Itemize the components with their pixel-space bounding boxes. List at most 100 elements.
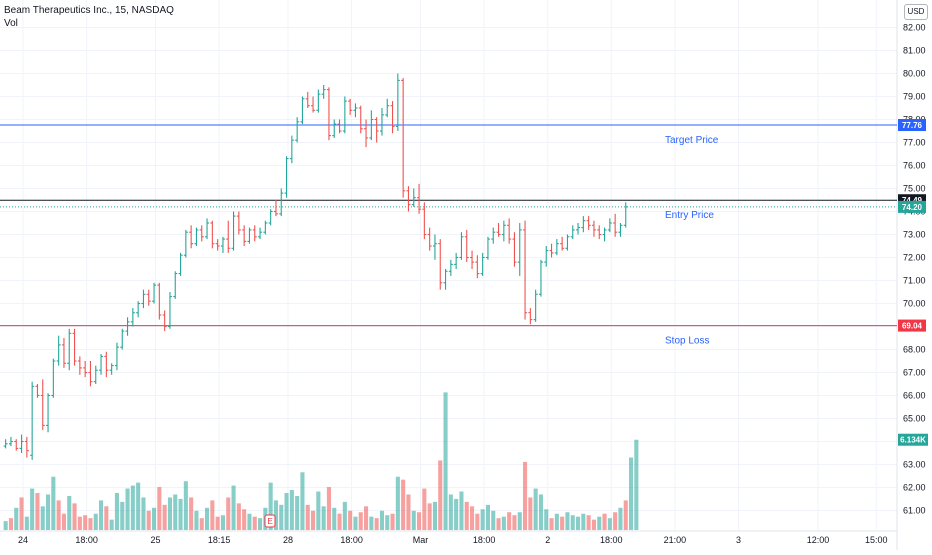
volume-bar [226,497,231,530]
volume-bar [517,512,522,530]
ohlc-bar [316,89,321,113]
x-tick-label: 25 [150,535,160,545]
y-tick-label: 80.00 [903,69,926,79]
ohlc-bar [141,289,146,309]
volume-bar [491,510,496,530]
last-price-tag [898,200,926,213]
ohlc-bar [83,361,88,378]
ohlc-bar [576,223,581,235]
volume-bar [56,500,61,530]
ohlc-bar [247,227,252,244]
ohlc-bar [507,218,512,244]
level-price-tag-label: 74.49 [902,196,923,205]
x-tick-label: Mar [413,535,429,545]
ohlc-bar [459,232,464,260]
ohlc-bar [194,227,199,246]
volume-bar [167,497,172,530]
volume-bar [432,501,437,530]
volume-bar [507,512,512,530]
ohlc-bar [136,301,141,318]
volume-bar [236,503,241,530]
volume-bar [183,481,188,530]
volume-bar [411,510,416,530]
volume-bar [496,518,501,530]
volume-bar [385,515,390,530]
x-tick-label: 24 [18,535,28,545]
ohlc-bar [279,188,284,217]
volume-bar [247,513,252,530]
y-tick-label: 66.00 [903,391,926,401]
y-tick-label: 67.00 [903,368,926,378]
ohlc-bar [46,393,51,433]
price-series [3,73,628,460]
ohlc-bar [401,78,406,198]
volume-bar [364,506,369,530]
volume-legend: Vol [4,18,18,29]
ohlc-bar [342,96,347,134]
volume-bar [268,482,273,530]
ohlc-bar [326,87,331,141]
volume-bar [528,497,533,530]
volume-bar [475,513,480,530]
ohlc-bar [512,232,517,267]
ohlc-bar [295,117,300,143]
ohlc-bar [215,239,220,251]
y-tick-label: 76.00 [903,161,926,171]
ohlc-bar [220,236,225,253]
ohlc-bar [300,96,305,125]
x-tick-label: 18:00 [340,535,363,545]
volume-bar [544,509,549,530]
volume-bar [316,491,321,530]
ohlc-bar [528,308,533,325]
currency-button[interactable]: USD [904,4,928,20]
volume-bar [194,510,199,530]
volume-bar [152,507,157,530]
x-tick-label: 18:00 [75,535,98,545]
ohlc-bar [337,119,342,134]
volume-bar [199,518,204,530]
ohlc-bar [305,91,310,108]
ohlc-bar [19,434,24,453]
ohlc-bar [67,328,72,371]
ohlc-bar [173,271,178,299]
x-tick-label: 3 [736,535,741,545]
volume-bar [613,512,618,530]
volume-bar [109,519,114,530]
ohlc-bar [183,229,188,258]
volume-bar [40,506,45,530]
volume-bar [459,491,464,530]
ohlc-bar [321,85,326,99]
ohlc-bar [517,223,522,276]
ohlc-bar [443,269,448,290]
volume-bar [607,518,612,530]
ohlc-bar [501,220,506,242]
ohlc-bar [72,328,77,366]
volume-bar [406,494,411,530]
volume-bar [210,500,215,530]
volume-bar [157,487,162,530]
ohlc-bar [311,96,316,113]
ohlc-bar [284,156,289,198]
volume-bar [427,503,432,530]
volume-bar [77,516,82,530]
ohlc-bar [570,225,575,240]
ohlc-bar [591,220,596,237]
ohlc-bar [607,218,612,233]
symbol-title[interactable]: Beam Therapeutics Inc., 15, NASDAQ [4,5,174,16]
ohlc-bar [242,225,247,246]
y-tick-label: 75.00 [903,184,926,194]
volume-bar [231,485,236,530]
ohlc-bar [162,310,167,332]
volume-bar [14,507,19,530]
volume-bar [300,472,305,530]
volume-bar [512,515,517,530]
level-name: Entry Price [665,210,714,221]
volume-bar [597,516,602,530]
volume-bar [629,457,634,530]
grid [0,0,898,550]
ohlc-bar [353,103,358,118]
ohlc-bar [252,225,257,242]
y-tick-label: 82.00 [903,23,926,33]
ohlc-bar [374,117,379,143]
ohlc-bar [14,439,19,451]
